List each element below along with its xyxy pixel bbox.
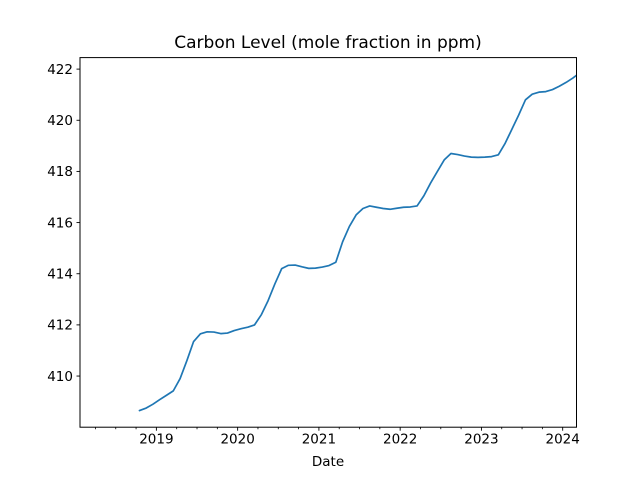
x-tick-label: 2019 <box>139 431 173 447</box>
axes-spines <box>79 57 577 428</box>
plot-area: 2019 2020 2021 2022 2023 2024 410 412 414 416 418 4… <box>47 57 580 447</box>
chart-title: Carbon Level (mole fraction in ppm) <box>174 33 482 53</box>
y-tick-label: 412 <box>47 318 73 334</box>
carbon-level-line <box>138 74 577 412</box>
y-tick-label: 410 <box>47 369 73 385</box>
x-tick-label: 2021 <box>302 431 336 447</box>
y-tick-label: 420 <box>47 113 73 129</box>
x-tick-label: 2024 <box>546 431 580 447</box>
y-tick-label: 414 <box>47 267 73 283</box>
x-tick-label: 2020 <box>220 431 254 447</box>
y-tick-label: 422 <box>47 62 73 78</box>
x-tick-label: 2023 <box>464 431 498 447</box>
y-tick-label: 416 <box>47 215 73 231</box>
x-tick-label: 2022 <box>383 431 417 447</box>
y-tick-label: 418 <box>47 164 73 180</box>
x-axis-label: Date <box>312 454 344 470</box>
